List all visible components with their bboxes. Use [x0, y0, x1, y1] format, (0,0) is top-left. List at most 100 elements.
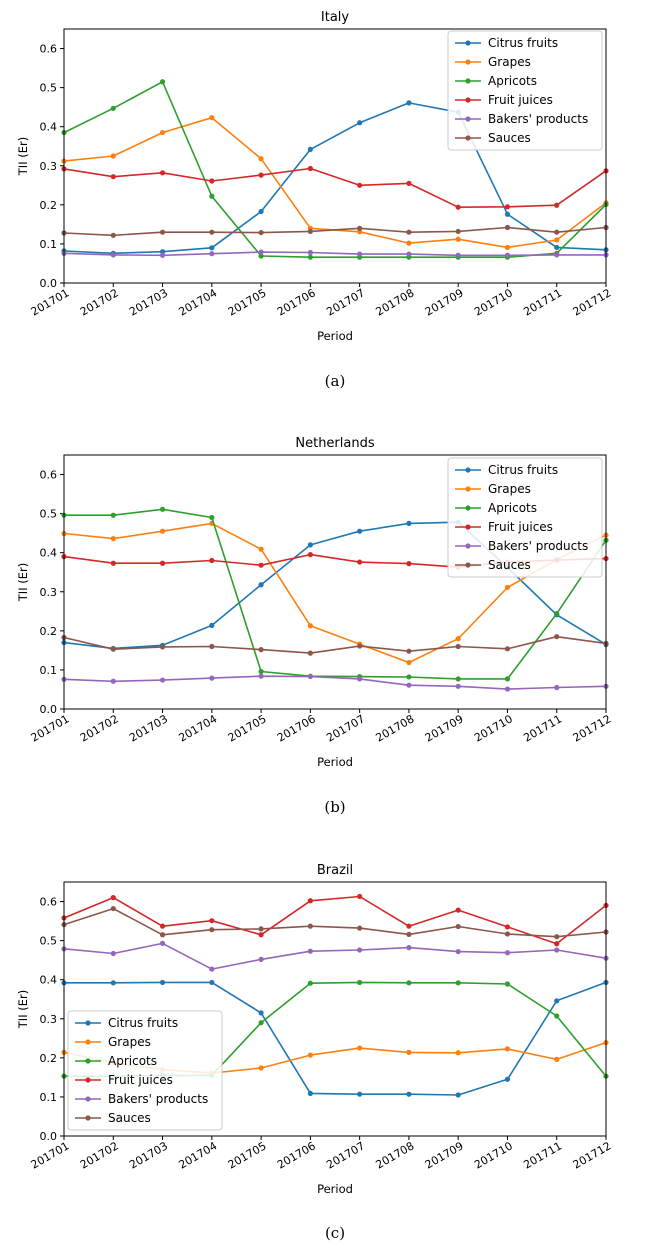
x-axis-label: Period: [317, 329, 353, 343]
series-line: [63, 522, 607, 664]
y-tick-label: 0.1: [40, 238, 58, 251]
data-point: [159, 940, 166, 946]
series-bakers-products: [61, 673, 609, 692]
data-point: [504, 950, 511, 956]
x-tick-label: 201704: [176, 286, 219, 318]
y-tick-label: 0.2: [40, 625, 58, 638]
data-point: [258, 1010, 264, 1016]
plot-frame: [63, 881, 607, 1137]
series-sauces: [61, 634, 609, 656]
data-point: [307, 542, 313, 548]
data-point: [406, 520, 412, 526]
series-sauces: [61, 224, 609, 238]
data-point: [159, 170, 166, 176]
data-point: [455, 676, 461, 682]
legend-entry: Fruit juices: [488, 520, 553, 534]
series-line: [63, 675, 607, 690]
x-tick-label: 201710: [472, 712, 515, 744]
legend-marker: [465, 97, 471, 103]
data-point: [110, 980, 116, 986]
data-point: [209, 245, 215, 251]
data-point: [258, 668, 264, 675]
y-tick-label: 0.3: [40, 586, 58, 599]
y-tick-label: 0.5: [40, 508, 58, 521]
data-point: [455, 1092, 461, 1098]
data-point: [110, 895, 116, 901]
x-axis-label: Period: [317, 1182, 353, 1196]
x-tick-label: 201705: [226, 1139, 269, 1171]
data-point: [159, 677, 166, 683]
x-tick-label: 201709: [423, 1139, 466, 1171]
data-point: [455, 980, 461, 986]
legend-marker: [465, 40, 471, 46]
data-point: [406, 100, 412, 106]
data-point: [357, 979, 363, 986]
series-sauces: [61, 905, 609, 940]
subfigure-caption: (c): [325, 1224, 345, 1242]
data-point: [307, 980, 313, 986]
data-point: [258, 208, 264, 215]
data-point: [258, 249, 264, 255]
data-point: [110, 232, 116, 238]
data-point: [406, 1091, 412, 1097]
x-tick-label: 201704: [176, 1139, 219, 1171]
data-point: [455, 252, 461, 258]
data-point: [159, 979, 166, 986]
legend-marker: [85, 1039, 91, 1045]
data-point: [406, 682, 412, 688]
x-tick-label: 201708: [374, 1139, 417, 1171]
legend-entry: Grapes: [488, 55, 531, 69]
legend-marker: [85, 1115, 91, 1121]
data-point: [357, 947, 363, 953]
data-point: [504, 1076, 511, 1082]
legend-marker: [465, 135, 471, 141]
y-tick-label: 0.4: [40, 121, 58, 134]
data-point: [504, 204, 511, 210]
data-point: [357, 676, 363, 682]
x-tick-label: 201702: [78, 286, 121, 318]
x-tick-label: 201710: [472, 1139, 515, 1171]
legend: Citrus fruits Grapes Apricots Fruit juices B…: [67, 1010, 223, 1131]
data-point: [110, 678, 116, 684]
x-tick-label: 201707: [324, 286, 367, 318]
legend-entry: Fruit juices: [488, 93, 553, 107]
data-point: [357, 559, 363, 565]
x-tick-label: 201708: [374, 286, 417, 318]
legend-box: [67, 1010, 223, 1131]
data-point: [159, 506, 166, 512]
data-point: [554, 611, 560, 617]
data-point: [455, 636, 461, 642]
legend-entry: Grapes: [488, 482, 531, 496]
data-point: [357, 528, 363, 534]
legend-entry: Fruit juices: [108, 1073, 173, 1087]
series-line: [63, 102, 607, 255]
series-line: [63, 907, 607, 938]
data-point: [258, 1020, 264, 1026]
x-tick-label: 201705: [226, 712, 269, 744]
y-tick-label: 0.4: [40, 974, 58, 987]
data-point: [209, 193, 215, 199]
data-point: [554, 237, 560, 243]
plot-frame: [63, 454, 607, 710]
y-tick-label: 0.6: [40, 469, 58, 482]
data-point: [110, 646, 116, 652]
legend-marker: [465, 116, 471, 122]
data-point: [504, 981, 511, 987]
data-point: [406, 1049, 412, 1055]
data-point: [209, 966, 215, 972]
x-tick-label: 201703: [127, 1139, 170, 1171]
data-point: [110, 153, 116, 159]
y-axis-label: TII (Er): [16, 563, 30, 602]
data-point: [209, 115, 215, 121]
data-point: [110, 512, 116, 518]
data-point: [504, 224, 511, 231]
data-point: [554, 634, 560, 640]
data-point: [307, 673, 313, 680]
data-point: [554, 934, 560, 940]
data-point: [504, 686, 511, 692]
data-point: [307, 1090, 313, 1097]
data-point: [258, 1065, 264, 1071]
data-point: [258, 172, 264, 178]
legend-entry: Sauces: [488, 131, 531, 145]
